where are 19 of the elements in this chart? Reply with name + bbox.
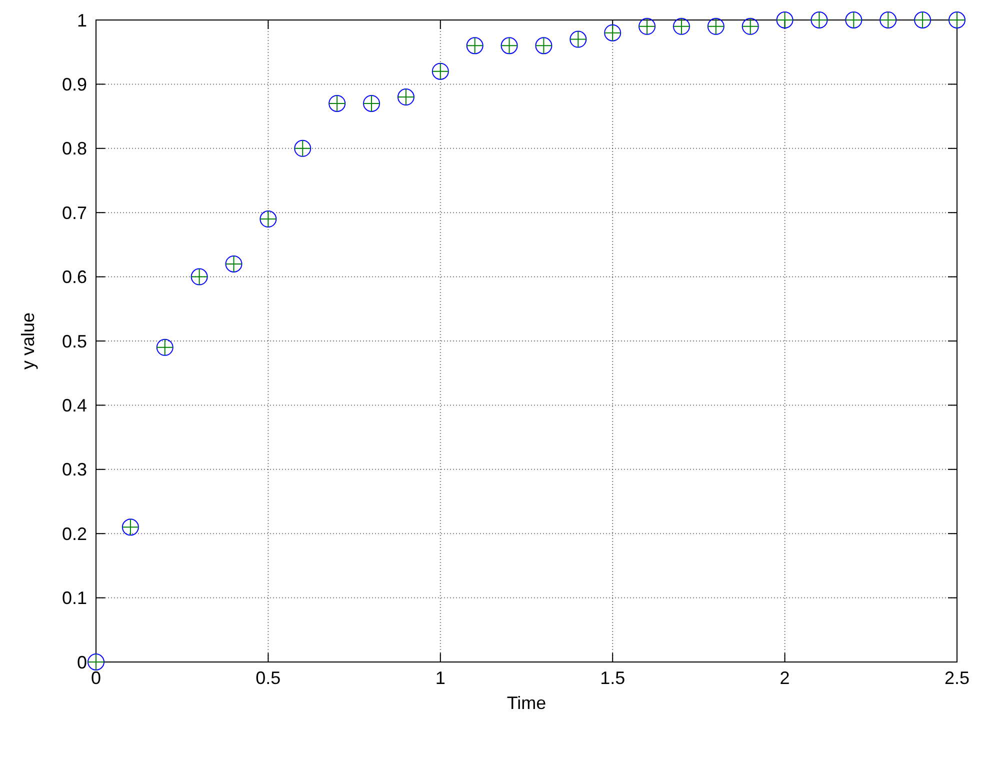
y-tick-label: 0.3 [62, 460, 87, 480]
x-axis-title: Time [506, 693, 546, 713]
y-axis-title: y value [18, 312, 38, 370]
y-tick-label: 1 [76, 10, 87, 30]
x-tick-label: 1.5 [600, 668, 626, 688]
y-tick-label: 0.2 [62, 524, 87, 544]
x-tick-label: 2 [780, 668, 790, 688]
x-tick-label: 2.5 [944, 668, 970, 688]
x-tick-label: 1 [435, 668, 446, 688]
x-tick-label: 0 [90, 668, 102, 688]
y-tick-label: 0 [76, 652, 87, 672]
y-tick-label: 0.7 [62, 202, 87, 223]
y-tick-label: 0.4 [62, 396, 87, 416]
y-tick-label: 0.6 [62, 267, 87, 288]
y-tick-label: 0.9 [62, 74, 87, 94]
y-tick-label: 0.5 [62, 331, 87, 352]
x-tick-label: 0.5 [256, 668, 281, 688]
y-tick-label: 0.1 [62, 588, 87, 608]
y-tick-label: 0.8 [62, 138, 87, 159]
